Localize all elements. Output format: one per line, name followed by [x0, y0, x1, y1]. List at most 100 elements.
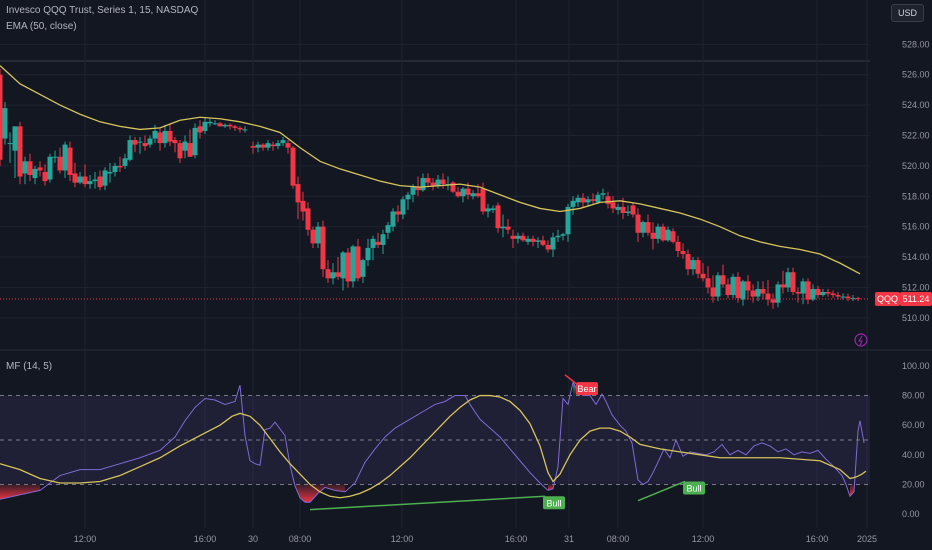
candle-body[interactable] — [405, 194, 411, 200]
candle-body[interactable] — [650, 232, 656, 239]
candle-body[interactable] — [152, 130, 158, 139]
candle-body[interactable] — [365, 247, 371, 261]
candle-body[interactable] — [217, 123, 223, 127]
candle-body[interactable] — [355, 246, 361, 279]
candle-body[interactable] — [505, 226, 511, 230]
lightning-icon[interactable] — [854, 333, 868, 347]
candle-body[interactable] — [610, 202, 616, 209]
candle-body[interactable] — [390, 211, 396, 227]
candle-body[interactable] — [750, 290, 756, 297]
candle-body[interactable] — [790, 272, 796, 293]
candle-body[interactable] — [400, 199, 406, 215]
candle-body[interactable] — [665, 229, 671, 241]
candle-body[interactable] — [290, 147, 296, 186]
candle-body[interactable] — [232, 126, 238, 128]
candle-body[interactable] — [122, 158, 128, 166]
candle-body[interactable] — [370, 238, 376, 248]
candle-body[interactable] — [510, 235, 516, 239]
candle-body[interactable] — [675, 241, 681, 251]
candle-body[interactable] — [97, 176, 103, 188]
candle-body[interactable] — [525, 238, 531, 242]
candle-body[interactable] — [335, 272, 341, 277]
candle-body[interactable] — [840, 296, 846, 298]
candle-body[interactable] — [655, 226, 661, 239]
candle-body[interactable] — [2, 108, 8, 139]
candle-body[interactable] — [485, 208, 491, 212]
candle-body[interactable] — [380, 234, 386, 245]
candle-body[interactable] — [300, 200, 306, 212]
candle-body[interactable] — [685, 254, 691, 270]
candle-body[interactable] — [320, 226, 326, 270]
candle-body[interactable] — [640, 222, 646, 233]
candle-body[interactable] — [580, 197, 586, 203]
candle-body[interactable] — [192, 127, 198, 156]
candle-body[interactable] — [82, 176, 88, 185]
candle-body[interactable] — [250, 146, 256, 148]
candle-body[interactable] — [700, 273, 706, 279]
candle-body[interactable] — [765, 293, 771, 300]
candle-body[interactable] — [102, 170, 108, 186]
candle-body[interactable] — [570, 200, 576, 207]
candle-body[interactable] — [222, 124, 228, 127]
candle-body[interactable] — [172, 140, 178, 144]
candle-body[interactable] — [565, 206, 571, 235]
candle-body[interactable] — [425, 178, 431, 183]
candle-body[interactable] — [375, 241, 381, 245]
candle-body[interactable] — [47, 156, 53, 180]
candle-body[interactable] — [62, 144, 68, 171]
candle-body[interactable] — [420, 178, 426, 191]
candle-body[interactable] — [7, 143, 13, 145]
candle-body[interactable] — [810, 288, 816, 300]
candle-body[interactable] — [395, 211, 401, 215]
candle-body[interactable] — [177, 143, 183, 159]
candle-body[interactable] — [42, 171, 48, 182]
candle-body[interactable] — [680, 250, 686, 255]
candle-body[interactable] — [585, 199, 591, 203]
candle-body[interactable] — [410, 187, 416, 195]
candle-body[interactable] — [530, 238, 536, 242]
candle-body[interactable] — [112, 165, 118, 172]
candle-body[interactable] — [137, 141, 143, 143]
candle-body[interactable] — [480, 188, 486, 212]
candle-body[interactable] — [645, 222, 651, 233]
candle-body[interactable] — [515, 235, 521, 239]
candle-body[interactable] — [415, 187, 421, 191]
candle-body[interactable] — [780, 284, 786, 288]
candle-body[interactable] — [270, 144, 276, 147]
candle-body[interactable] — [705, 278, 711, 288]
candle-body[interactable] — [470, 193, 476, 197]
candle-body[interactable] — [72, 173, 78, 183]
candle-body[interactable] — [265, 143, 271, 148]
candle-body[interactable] — [275, 143, 281, 147]
candle-body[interactable] — [735, 276, 741, 299]
candle-body[interactable] — [350, 246, 356, 282]
candle-body[interactable] — [132, 140, 138, 145]
candle-body[interactable] — [490, 208, 496, 210]
candle-body[interactable] — [820, 292, 826, 296]
candle-body[interactable] — [212, 123, 218, 125]
candle-body[interactable] — [815, 288, 821, 296]
candle-body[interactable] — [92, 179, 98, 182]
candle-body[interactable] — [465, 188, 471, 195]
candle-body[interactable] — [635, 214, 641, 233]
candle-body[interactable] — [87, 181, 93, 185]
candle-body[interactable] — [147, 138, 153, 145]
candle-body[interactable] — [117, 165, 123, 168]
candle-body[interactable] — [830, 293, 836, 296]
candle-body[interactable] — [67, 147, 73, 175]
candle-body[interactable] — [52, 156, 58, 158]
candle-body[interactable] — [167, 130, 173, 142]
candle-body[interactable] — [12, 126, 18, 151]
candle-body[interactable] — [615, 206, 621, 210]
candle-body[interactable] — [162, 130, 168, 144]
candle-body[interactable] — [690, 260, 696, 270]
candle-body[interactable] — [620, 206, 626, 213]
candle-body[interactable] — [385, 225, 391, 233]
candle-body[interactable] — [237, 127, 243, 130]
candle-body[interactable] — [535, 240, 541, 242]
candle-body[interactable] — [495, 205, 501, 229]
candle-body[interactable] — [440, 179, 446, 185]
candle-body[interactable] — [520, 235, 526, 241]
candle-body[interactable] — [27, 161, 33, 175]
candle-body[interactable] — [785, 272, 791, 288]
